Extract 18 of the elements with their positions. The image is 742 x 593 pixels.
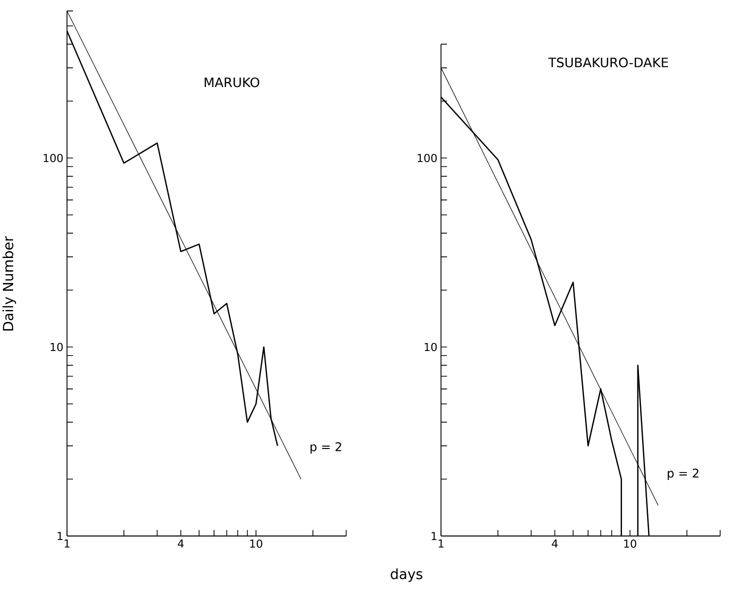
x-tick-label: 4: [552, 540, 558, 548]
y-tick-label: 100: [44, 154, 63, 162]
x-tick-label: 10: [624, 540, 636, 548]
y-tick-label: 100: [418, 154, 437, 162]
y-tick-label: 1: [58, 532, 62, 540]
text: TSUBAKURO-DAKE: [548, 58, 668, 68]
series-label: p = 2: [310, 442, 342, 454]
x-tick-label: 1: [438, 540, 444, 548]
y-axis-title: Daily Number: [2, 236, 16, 330]
x-tick-label: 4: [178, 540, 184, 548]
x-axis-title: days: [390, 568, 422, 582]
series-label: p = 2: [668, 468, 698, 480]
x-tick-label: 10: [250, 540, 262, 548]
y-tick-label: 1: [432, 532, 436, 540]
x-tick-label: 1: [64, 540, 70, 548]
y-tick-label: 10: [424, 342, 437, 352]
y-tick-label: 10: [50, 342, 63, 352]
text: MARUKO: [204, 77, 260, 88]
